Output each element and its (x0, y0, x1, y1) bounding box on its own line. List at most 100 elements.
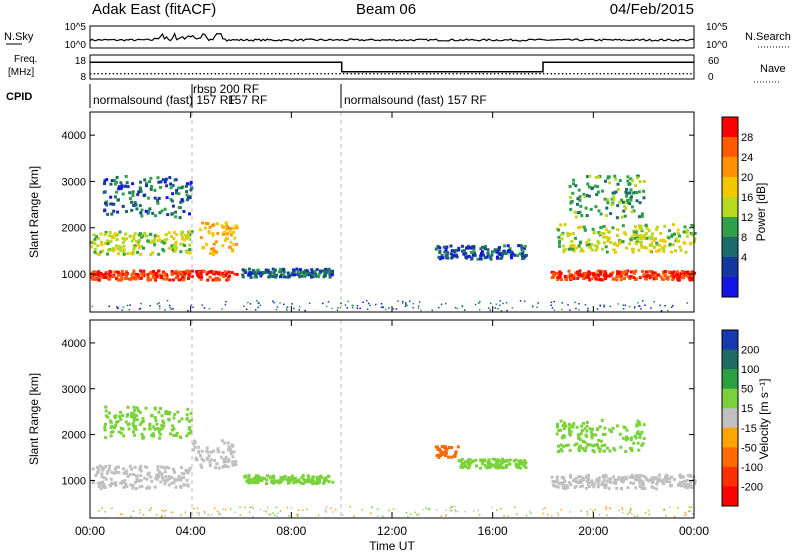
echo-cell (188, 243, 192, 247)
ground-scatter-cell (567, 304, 569, 306)
echo-cell (455, 255, 459, 259)
echo-cell (132, 405, 136, 409)
echo-cell (595, 245, 599, 249)
echo-cell (157, 180, 161, 184)
echo-cell (501, 251, 505, 255)
echo-cell (677, 483, 680, 487)
echo-cell (640, 443, 644, 447)
echo-cell (521, 257, 524, 261)
echo-cell (552, 479, 556, 483)
echo-cell (626, 191, 630, 195)
echo-cell (678, 234, 682, 238)
ground-scatter-cell (688, 506, 690, 508)
nave-point (369, 73, 371, 75)
noise-sky-line (89, 31, 695, 42)
echo-cell (638, 423, 642, 427)
echo-cell (579, 432, 583, 436)
echo-cell (173, 248, 177, 252)
echo-cell (139, 464, 143, 468)
echo-cell (103, 242, 107, 246)
echo-cell (155, 422, 159, 426)
echo-cell (186, 483, 190, 487)
ground-scatter-cell (609, 305, 611, 308)
echo-cell (197, 445, 201, 449)
echo-cell (130, 414, 134, 418)
echo-cell (629, 196, 633, 200)
echo-cell (158, 432, 162, 436)
echo-cell (111, 482, 115, 486)
echo-cell (100, 472, 104, 476)
echo-cell (603, 426, 607, 430)
ground-scatter-cell (298, 309, 300, 311)
echo-cell (259, 274, 263, 278)
echo-cell (313, 270, 317, 274)
echo-cell (307, 475, 311, 479)
echo-cell (576, 270, 579, 274)
echo-cell (612, 481, 616, 485)
nave-point (633, 73, 635, 75)
power-colorbar-swatch (722, 217, 738, 238)
nave-point (191, 73, 194, 75)
ground-scatter-cell (267, 506, 269, 509)
noise-panel-frame (89, 25, 695, 49)
echo-cell (577, 188, 581, 192)
echo-cell (522, 247, 526, 250)
echo-cell (132, 430, 135, 434)
echo-cell (114, 424, 118, 427)
echo-cell (638, 201, 642, 205)
echo-cell (234, 460, 238, 463)
echo-cell (323, 478, 327, 482)
echo-cell (693, 237, 697, 241)
echo-cell (678, 275, 682, 278)
echo-cell (100, 475, 104, 479)
echo-cell (327, 480, 331, 484)
echo-cell (631, 191, 635, 195)
echo-cell (128, 197, 132, 201)
ground-scatter-cell (275, 308, 278, 311)
echo-cell (113, 426, 116, 430)
ground-scatter-cell (256, 300, 258, 302)
echo-cell (563, 480, 567, 483)
nave-point (256, 73, 258, 75)
echo-cell (556, 485, 560, 489)
echo-cell (681, 276, 685, 280)
echo-cell (125, 414, 129, 418)
echo-cell (673, 477, 676, 481)
echo-cell (185, 184, 188, 188)
echo-cell (684, 270, 688, 274)
echo-cell (229, 240, 233, 244)
echo-cell (574, 236, 577, 240)
echo-cell (132, 246, 136, 250)
echo-cell (96, 481, 100, 485)
nave-point (603, 73, 605, 75)
echo-cell (119, 417, 123, 421)
echo-cell (328, 275, 332, 279)
ground-scatter-cell (302, 509, 304, 511)
echo-cell (169, 432, 172, 436)
echo-cell (607, 477, 611, 481)
cpid-label: CPID (6, 91, 32, 103)
noise-trace (89, 31, 695, 42)
echo-cell (161, 178, 165, 182)
echo-cell (95, 235, 99, 239)
echo-cell (185, 478, 189, 482)
echo-cell (229, 452, 233, 456)
ground-scatter-cell (324, 508, 327, 511)
echo-cell (170, 272, 174, 276)
ground-scatter-cell (196, 507, 199, 509)
echo-cell (621, 436, 625, 440)
echo-cell (151, 275, 155, 279)
echo-cell (114, 481, 118, 485)
echo-cell (174, 246, 178, 250)
echo-cell (180, 417, 184, 421)
nave-point (388, 73, 390, 75)
echo-cell (137, 233, 141, 237)
echo-cell (557, 241, 561, 245)
echo-cell (153, 234, 157, 238)
echo-cell (602, 474, 606, 478)
echo-cell (162, 241, 166, 245)
echo-cell (684, 230, 688, 234)
ground-scatter-cell (187, 309, 189, 312)
ground-scatter-cell (431, 309, 433, 312)
echo-cell (268, 275, 271, 279)
